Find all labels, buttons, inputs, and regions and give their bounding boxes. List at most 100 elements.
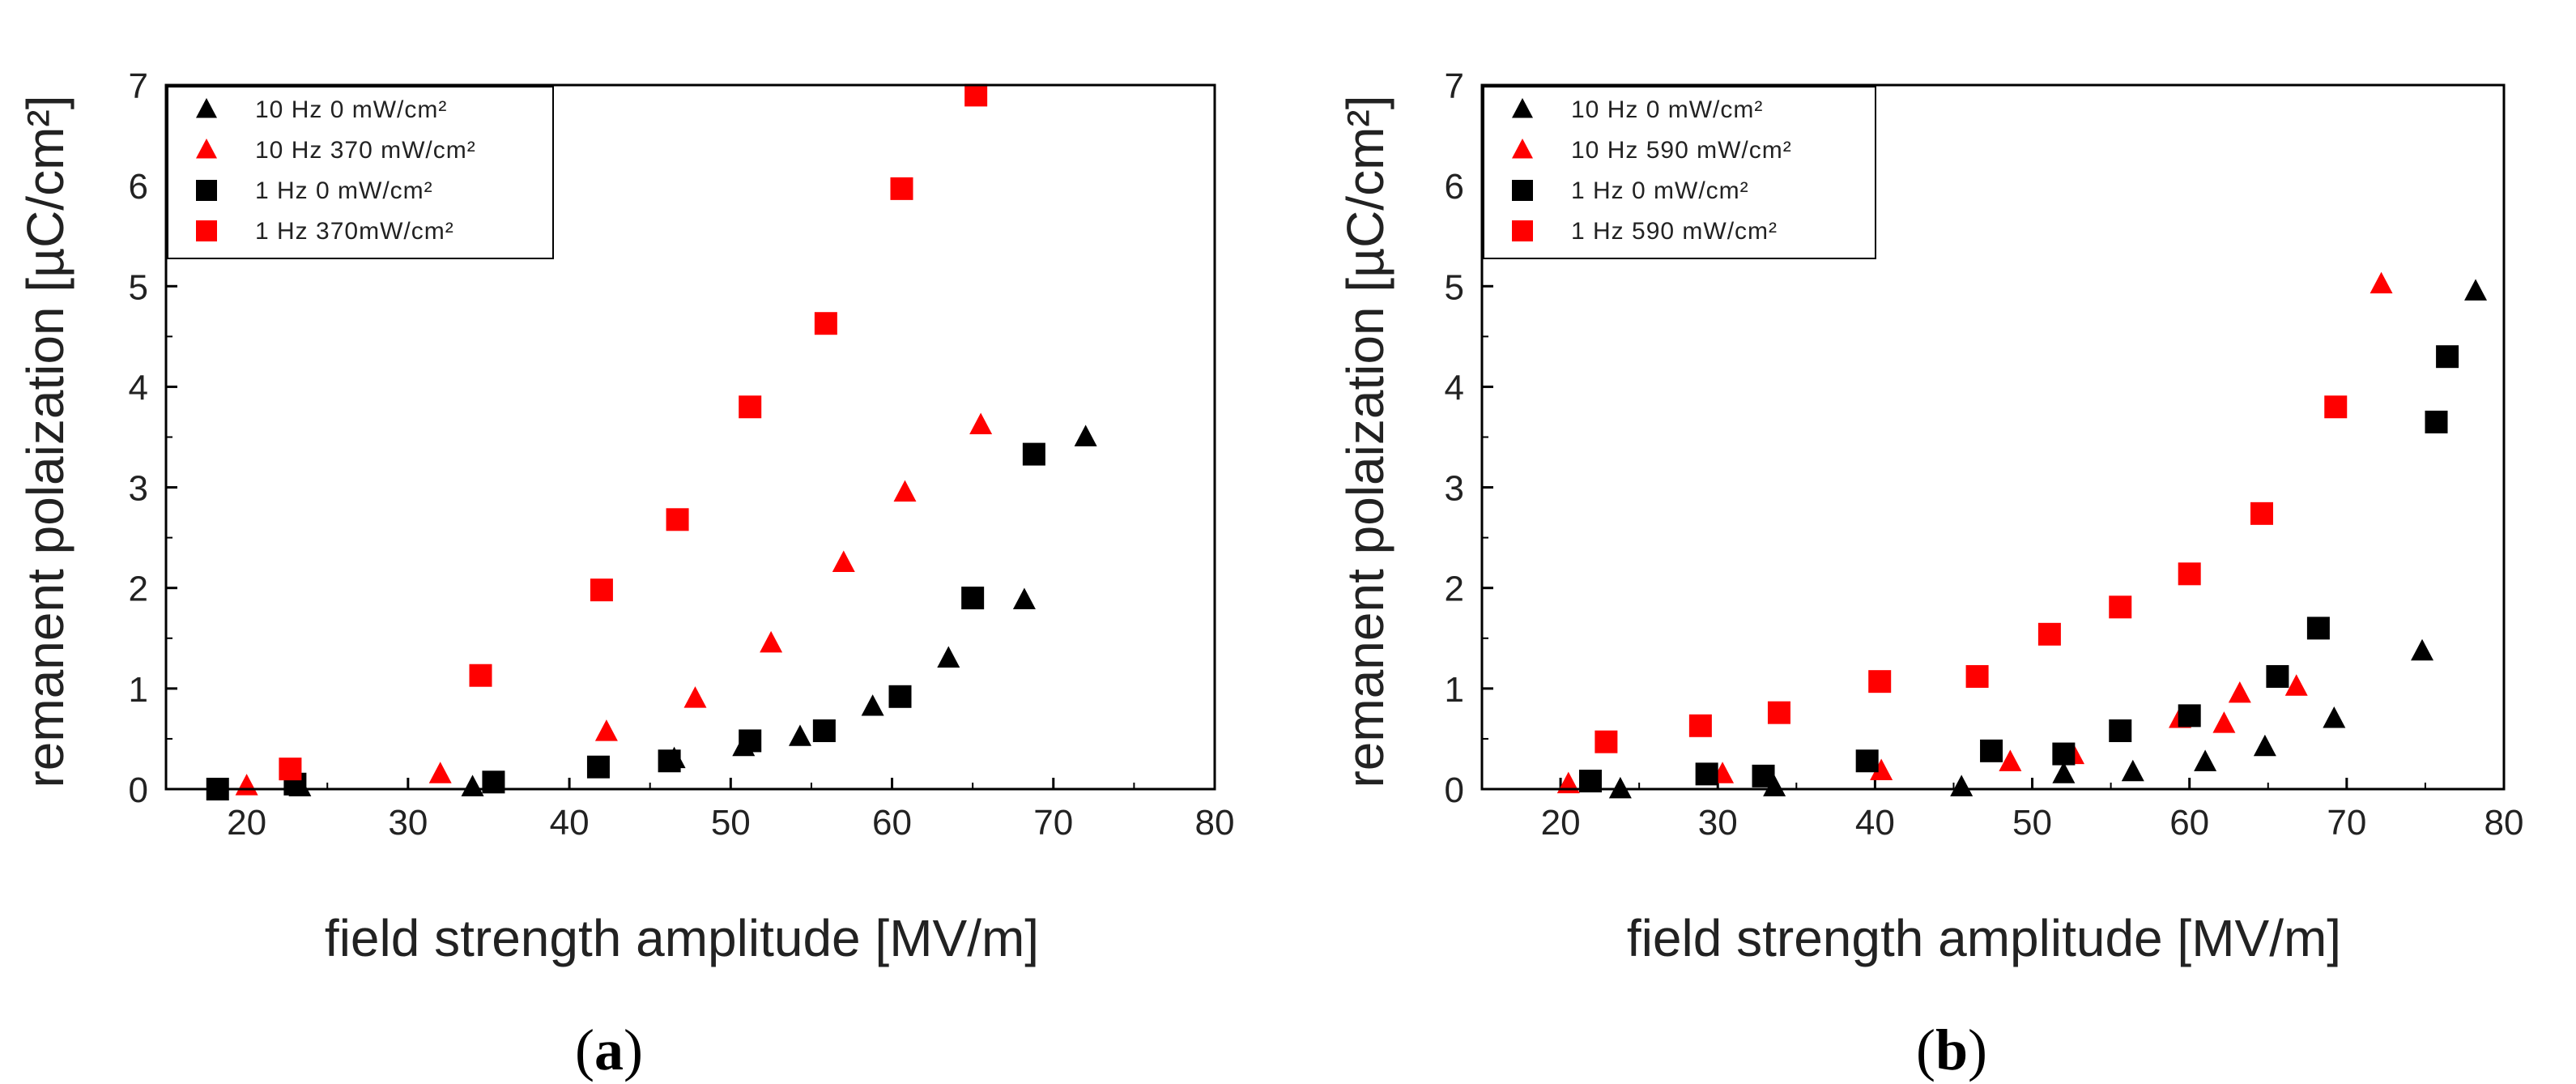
legend-label-a-2: 1 Hz 0 mW/cm² [255,177,433,204]
legend-marker-b-0 [1512,97,1533,118]
x-tick-label-60: 60 [872,803,912,843]
point-a-2-9 [1022,442,1045,466]
legend-a: 10 Hz 0 mW/cm² 10 Hz 370 mW/cm² 1 Hz 0 mW/… [167,86,554,259]
x-tick-label-20: 20 [227,803,266,843]
point-b-0-3 [2052,762,2076,783]
y-tick-label-4: 4 [1445,368,1464,408]
x-tick-label-70: 70 [1033,803,1073,843]
point-a-3-5 [814,312,837,335]
data-points-b [1556,271,2488,799]
point-b-0-5 [2194,749,2217,771]
point-a-1-7 [969,412,993,434]
point-b-2-1 [1695,762,1718,786]
point-a-3-0 [279,758,302,781]
y-tick-label-2: 2 [129,570,148,609]
legend-label-b-0: 10 Hz 0 mW/cm² [1571,96,1763,123]
series-b-0 [1608,279,2488,799]
chart-panel-b: remanent polaization [µC/cm²] field stre… [1336,66,2523,1082]
legend-label-a-1: 10 Hz 370 mW/cm² [255,137,476,164]
point-b-1-7 [2228,681,2251,703]
point-a-3-6 [890,177,913,200]
series-a-1 [235,412,993,796]
point-b-3-0 [1595,730,1618,753]
legend-marker-a-2 [196,180,217,201]
point-a-3-2 [590,578,613,602]
point-b-1-6 [2212,711,2236,733]
point-a-2-5 [739,729,762,753]
x-tick-label-40: 40 [550,803,590,843]
point-a-3-7 [964,83,988,107]
x-tick-label-60: 60 [2169,803,2209,843]
point-a-3-1 [469,664,492,687]
series-b-1 [1556,271,2393,794]
panel-letter-b: b [1935,1018,1968,1082]
point-b-0-9 [2464,279,2488,301]
point-b-2-7 [2178,704,2201,728]
y-tick-label-1: 1 [1445,670,1464,710]
legend-label-b-2: 1 Hz 0 mW/cm² [1571,177,1749,204]
plot-frame-a [164,83,1216,791]
point-b-2-9 [2306,617,2330,640]
panel-letter-a: a [594,1018,624,1082]
y-axis-title-b: remanent polaization [µC/cm²] [1336,96,1394,788]
point-a-1-0 [235,774,258,796]
x-tick-label-80: 80 [1195,803,1235,843]
legend-label-b-1: 10 Hz 590 mW/cm² [1571,137,1792,164]
point-a-2-4 [658,749,681,773]
legend-b: 10 Hz 0 mW/cm² 10 Hz 590 mW/cm² 1 Hz 0 mW/… [1483,86,1876,259]
x-tick-label-30: 30 [1698,803,1738,843]
point-b-0-8 [2411,638,2434,661]
point-b-2-8 [2266,664,2289,688]
point-b-2-10 [2425,410,2448,433]
legend-marker-a-3 [196,220,217,241]
legend-marker-a-1 [196,138,217,159]
legend-label-a-0: 10 Hz 0 mW/cm² [255,96,447,123]
legend-box-b [1483,86,1876,259]
point-b-0-4 [2121,759,2144,782]
legend-box-a [167,86,554,259]
y-tick-label-0: 0 [129,770,148,810]
point-b-3-8 [2250,501,2274,525]
point-a-0-4 [788,724,811,746]
point-b-1-3 [1999,749,2022,771]
series-b-3 [1595,395,2348,753]
point-b-3-2 [1767,701,1790,724]
y-tick-labels-b: 0 1 2 3 4 5 6 7 [1445,66,1464,810]
panel-caption-b: (b) [1916,1018,1987,1082]
legend-marker-b-3 [1512,220,1533,241]
point-a-0-8 [1074,425,1097,446]
x-tick-label-50: 50 [711,803,751,843]
point-b-3-6 [2109,595,2132,619]
point-a-1-6 [893,480,917,502]
point-b-0-0 [1608,776,1632,799]
point-b-3-7 [2178,562,2201,586]
y-tick-label-5: 5 [1445,267,1464,307]
x-axis-title-b: field strength amplitude [MV/m] [1627,909,2341,967]
y-tick-labels-a: 0 1 2 3 4 5 6 7 [129,66,148,810]
point-a-2-7 [888,685,912,708]
point-a-3-4 [739,395,762,419]
y-tick-label-6: 6 [1445,167,1464,207]
point-b-1-8 [2284,674,2308,696]
point-a-1-1 [428,762,452,783]
y-tick-label-7: 7 [129,66,148,106]
point-a-0-1 [461,775,484,796]
x-tick-label-80: 80 [2484,803,2524,843]
point-a-3-3 [666,508,689,531]
point-a-2-8 [961,587,985,610]
point-b-0-2 [1950,775,1974,796]
point-a-2-3 [586,755,610,779]
x-axis-title-a: field strength amplitude [MV/m] [325,909,1039,967]
series-a-3 [279,83,988,781]
legend-marker-b-1 [1512,138,1533,159]
legend-label-b-3: 1 Hz 590 mW/cm² [1571,218,1778,245]
legend-marker-a-0 [196,97,217,118]
x-tick-label-40: 40 [1855,803,1895,843]
point-b-2-2 [1752,764,1775,787]
point-a-0-7 [1012,587,1036,609]
point-b-1-2 [1870,758,1893,780]
y-tick-label-6: 6 [129,167,148,207]
point-a-1-5 [832,550,855,573]
point-b-2-3 [1855,749,1879,773]
y-tick-label-0: 0 [1445,770,1464,810]
